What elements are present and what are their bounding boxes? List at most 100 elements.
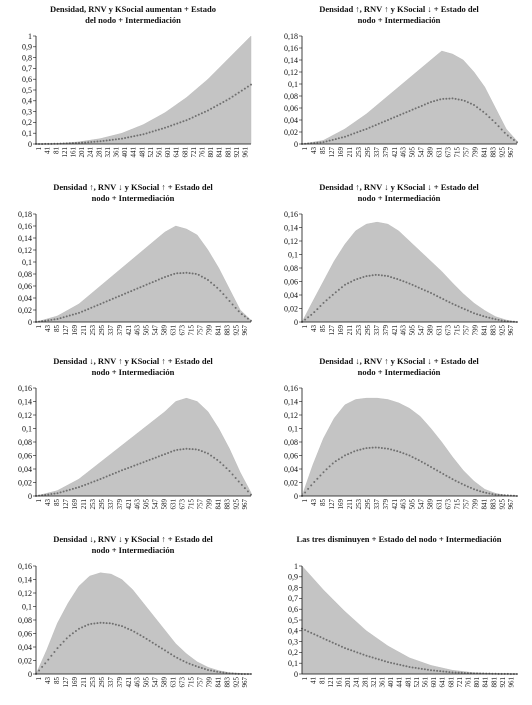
x-tick-label: 921: [233, 147, 241, 158]
x-tick-label: 337: [107, 325, 115, 336]
x-tick-label: 421: [391, 325, 399, 336]
x-tick-label: 85: [319, 499, 327, 507]
dotted-point: [411, 108, 414, 111]
dotted-point: [442, 472, 445, 475]
x-tick-label: 169: [337, 499, 345, 510]
dotted-point: [47, 493, 50, 496]
dotted-point: [87, 308, 90, 311]
dotted-point: [133, 288, 136, 291]
dotted-point: [350, 133, 353, 136]
x-tick-label: 43: [44, 325, 52, 333]
chart-title: Densidad ↑, RNV ↑ y KSocial ↓ + Estado d…: [319, 4, 479, 25]
x-tick-label: 761: [198, 147, 206, 158]
dotted-point: [240, 89, 243, 92]
dotted-point: [340, 286, 343, 289]
x-tick-label: 169: [71, 677, 79, 688]
dotted-point: [228, 300, 231, 303]
dotted-point: [503, 131, 506, 134]
dotted-point: [121, 469, 123, 472]
y-tick-label: 0,4: [288, 627, 298, 636]
y-tick-label: 0,12: [18, 589, 32, 598]
dotted-point: [243, 487, 246, 490]
x-tick-label: 925: [498, 147, 506, 158]
dotted-point: [393, 277, 396, 280]
x-tick-label: 85: [319, 325, 327, 333]
dotted-point: [84, 625, 87, 627]
dotted-point: [222, 464, 225, 467]
dotted-point: [188, 447, 191, 450]
dotted-point: [383, 274, 386, 277]
y-tick-label: 0,5: [288, 616, 298, 625]
dotted-point: [250, 83, 252, 86]
dotted-point: [387, 118, 389, 121]
dotted-point: [494, 493, 497, 496]
dotted-point: [414, 285, 417, 288]
chart-panel-1: Densidad, RNV y KSocial aumentan + Estad…: [0, 0, 266, 175]
dotted-point: [417, 667, 420, 670]
x-tick-label: 463: [400, 147, 408, 158]
x-tick-label: 505: [143, 325, 151, 336]
dotted-point: [359, 130, 362, 133]
dotted-point: [491, 119, 494, 122]
dotted-point: [368, 446, 371, 449]
dotted-point: [127, 466, 130, 469]
x-tick-label: 463: [134, 677, 142, 688]
dotted-point: [151, 130, 154, 133]
y-tick-label: 0: [28, 670, 32, 679]
dotted-point: [426, 102, 429, 105]
chart-svg: 00,020,040,060,080,10,120,140,160,181 43 8…: [18, 210, 252, 336]
dotted-point: [50, 493, 53, 496]
dotted-point: [402, 664, 405, 667]
dotted-point: [377, 122, 380, 125]
dotted-point: [304, 318, 307, 321]
y-tick-label: 0,02: [18, 306, 32, 315]
dotted-point: [423, 668, 426, 671]
dotted-point: [479, 314, 482, 317]
x-tick-label: 757: [462, 499, 470, 510]
x-tick-label: 715: [187, 499, 195, 510]
dotted-point: [307, 630, 310, 633]
x-tick-label: 631: [436, 499, 444, 510]
dotted-point: [182, 448, 185, 451]
dotted-point: [194, 115, 197, 118]
dotted-point: [167, 451, 170, 454]
x-tick-label: 127: [62, 325, 70, 336]
dotted-point: [53, 650, 56, 653]
series-dotted: [301, 273, 518, 323]
dotted-point: [331, 641, 334, 644]
x-tick-label: 673: [179, 499, 187, 510]
dotted-point: [411, 283, 414, 286]
dotted-point: [197, 273, 200, 276]
dotted-point: [430, 466, 432, 469]
dotted-point: [234, 476, 237, 479]
dotted-point: [466, 309, 469, 312]
dotted-point: [322, 637, 325, 640]
x-tick-label: 85: [53, 677, 61, 685]
dotted-point: [390, 448, 393, 451]
dotted-point: [108, 474, 111, 477]
dotted-point: [420, 287, 423, 290]
dotted-point: [331, 293, 334, 296]
dotted-point: [485, 491, 488, 494]
dotted-point: [313, 480, 316, 483]
dotted-point: [200, 450, 203, 453]
dotted-point: [124, 136, 127, 139]
x-tick-label: 1: [35, 325, 43, 329]
dotted-point: [127, 136, 130, 139]
dotted-point: [157, 278, 160, 281]
dotted-point: [228, 470, 231, 473]
dotted-point: [182, 271, 185, 274]
dotted-point: [405, 281, 408, 284]
dotted-point: [350, 280, 353, 283]
dotted-point: [383, 660, 386, 663]
series-area: [301, 50, 518, 145]
y-tick-label: 0,1: [22, 602, 32, 611]
dotted-point: [420, 667, 423, 670]
y-tick-label: 0,06: [284, 277, 298, 286]
x-tick-label: 883: [489, 147, 497, 158]
dotted-point: [68, 634, 71, 637]
x-tick-label: 1: [35, 677, 43, 681]
dotted-point: [133, 630, 136, 633]
dotted-point: [62, 640, 65, 643]
dotted-point: [136, 463, 139, 466]
